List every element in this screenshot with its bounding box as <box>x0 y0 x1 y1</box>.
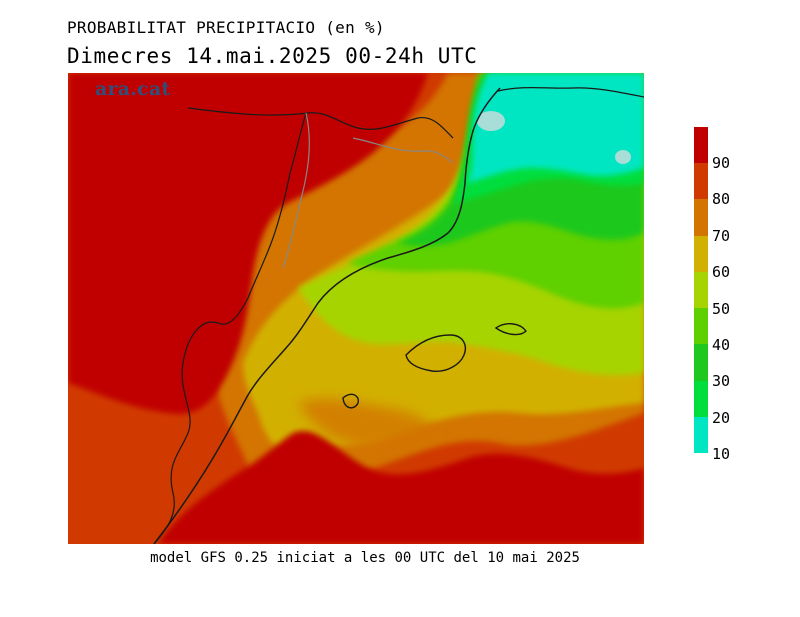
chart-title: PROBABILITAT PRECIPITACIO (en %) <box>67 18 385 37</box>
colorbar-tick-label: 40 <box>712 336 731 354</box>
colorbar-band <box>694 127 708 164</box>
band-10 <box>468 73 644 183</box>
ara-cat-logo: ara.cat <box>95 78 171 100</box>
band-90 <box>158 431 644 544</box>
colorbar-band <box>694 308 708 345</box>
island-mallorca <box>405 334 467 372</box>
colorbar-tick-label: 20 <box>712 408 731 427</box>
colorbar-band <box>694 416 708 454</box>
band-90 <box>68 73 428 414</box>
border <box>352 137 454 164</box>
band-10-light <box>477 111 505 131</box>
colorbar-band <box>694 199 708 237</box>
colorbar-tick-label: 90 <box>712 154 731 172</box>
island-menorca <box>494 323 527 336</box>
colorbar-band <box>694 380 708 418</box>
colorbar-tick-label: 10 <box>712 445 731 464</box>
coastline <box>153 87 501 544</box>
colorbar-tick-label: 70 <box>712 226 731 245</box>
colorbar-band <box>694 271 708 309</box>
border <box>497 87 644 98</box>
precipitation-probability-map <box>68 73 644 544</box>
colorbar-tick-label: 50 <box>712 299 731 318</box>
border <box>153 112 307 544</box>
forecast-date: Dimecres 14.mai.2025 00-24h UTC <box>67 44 478 68</box>
colorbar-band <box>694 344 708 382</box>
colorbar-tick-label: 80 <box>712 190 731 209</box>
colorbar-band <box>694 163 708 200</box>
model-caption: model GFS 0.25 iniciat a les 00 UTC del … <box>150 550 580 566</box>
colorbar <box>694 127 708 454</box>
colorbar-band <box>694 235 708 273</box>
colorbar-tick-label: 60 <box>712 263 731 282</box>
colorbar-tick-label: 30 <box>712 372 731 391</box>
border <box>187 107 454 139</box>
band-10-light <box>615 150 631 164</box>
border <box>282 112 310 269</box>
island-ibiza <box>342 393 359 409</box>
band-70 <box>298 398 438 450</box>
